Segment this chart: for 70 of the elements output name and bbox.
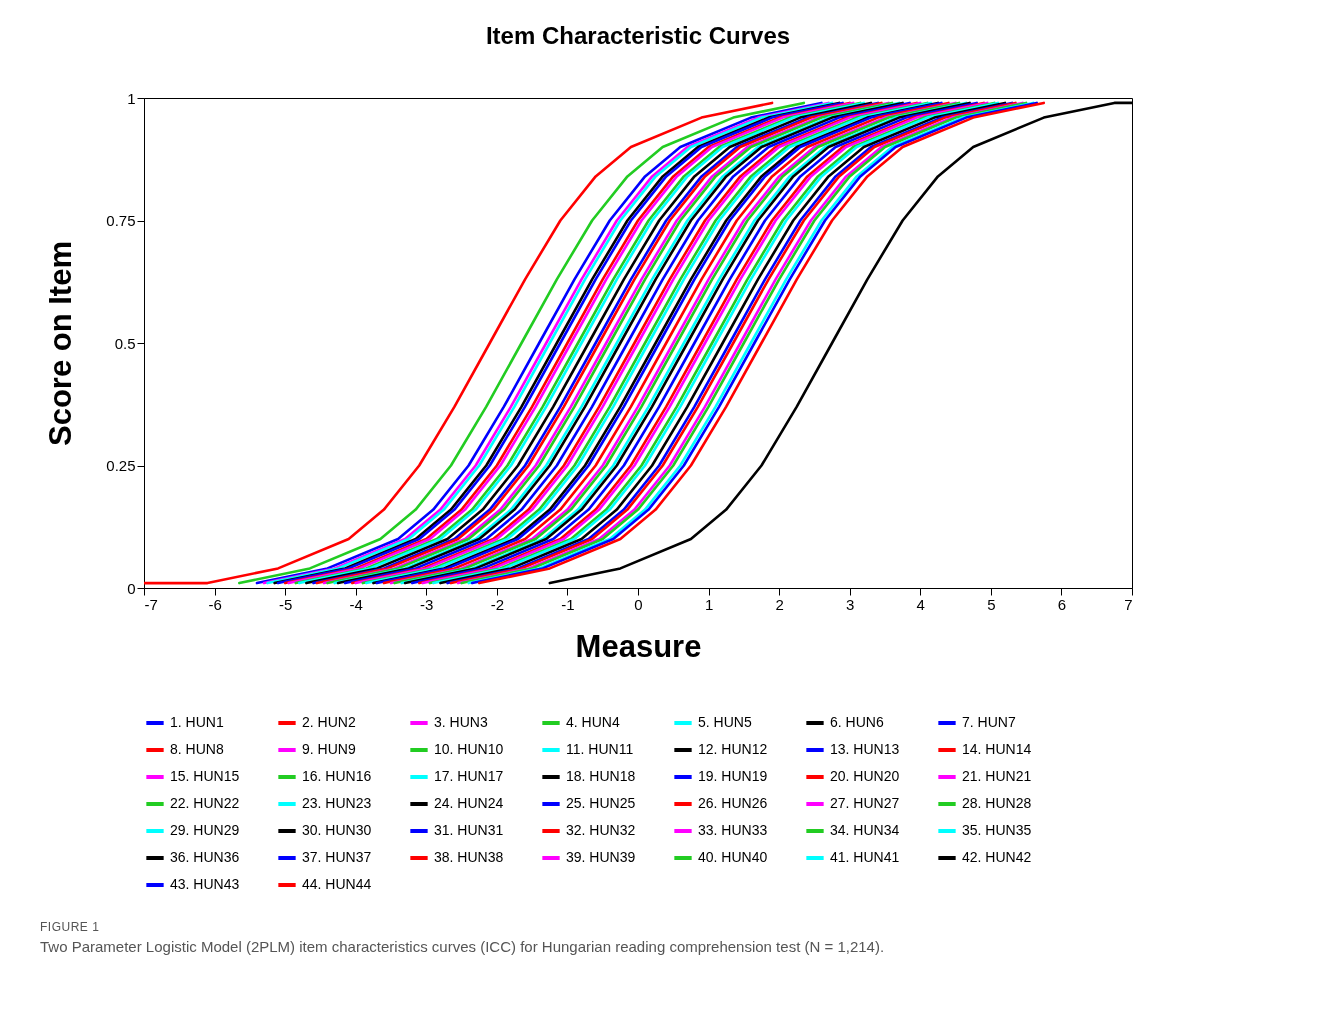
legend-label: 29. HUN29 [170,822,240,838]
legend-label: 19. HUN19 [698,768,768,784]
legend-label: 26. HUN26 [698,795,768,811]
y-axis-title: Score on Item [43,241,79,446]
legend-label: 44. HUN44 [302,876,372,892]
x-axis-title: Measure [575,628,702,664]
legend-label: 23. HUN23 [302,795,372,811]
line-series [144,101,774,585]
legend-label: 15. HUN15 [170,768,240,784]
x-tick-label: -5 [278,595,293,613]
legend-label: 38. HUN38 [434,849,504,865]
y-tick-label: 0 [127,579,136,597]
legend-label: 18. HUN18 [566,768,636,784]
x-tick-label: 2 [775,595,784,613]
legend-label: 7. HUN7 [962,714,1016,730]
legend-label: 36. HUN36 [170,849,240,865]
legend-label: 20. HUN20 [830,768,900,784]
legend-label: 1. HUN1 [170,714,224,730]
legend-label: 8. HUN8 [170,741,224,757]
legend-label: 12. HUN12 [698,741,768,757]
y-tick-label: 0.5 [114,334,136,352]
legend-label: 33. HUN33 [698,822,768,838]
legend-label: 32. HUN32 [566,822,636,838]
x-tick-label: 4 [916,595,925,613]
legend-label: 5. HUN5 [698,714,752,730]
legend-label: 43. HUN43 [170,876,240,892]
legend-label: 3. HUN3 [434,714,488,730]
legend-label: 6. HUN6 [830,714,884,730]
y-tick-label: 1 [127,89,136,107]
x-tick-label: 7 [1124,595,1133,613]
legend-label: 17. HUN17 [434,768,504,784]
legend-label: 30. HUN30 [302,822,372,838]
legend-label: 9. HUN9 [302,741,356,757]
legend-label: 21. HUN21 [962,768,1032,784]
legend-label: 42. HUN42 [962,849,1032,865]
legend-label: 41. HUN41 [830,849,900,865]
legend-label: 24. HUN24 [434,795,504,811]
legend-label: 10. HUN10 [434,741,504,757]
legend-label: 11. HUN11 [566,741,634,757]
y-tick-label: 0.25 [106,457,136,474]
x-tick-label: 5 [987,595,996,613]
legend-label: 16. HUN16 [302,768,372,784]
x-tick-label: -4 [349,595,363,613]
legend-label: 25. HUN25 [566,795,636,811]
x-tick-label: 0 [634,595,643,613]
x-tick-label: -3 [420,595,434,613]
legend-label: 39. HUN39 [566,849,636,865]
x-tick-label: -2 [490,595,505,613]
legend-label: 14. HUN14 [962,741,1032,757]
x-tick-label: 3 [846,595,855,613]
legend-label: 37. HUN37 [302,849,372,865]
x-tick-label: -1 [561,595,575,613]
y-tick-label: 0.75 [106,212,136,229]
legend-label: 4. HUN4 [566,714,620,730]
legend-label: 28. HUN28 [962,795,1032,811]
legend-label: 27. HUN27 [830,795,900,811]
caption: FIGURE 1 [40,920,101,934]
x-tick-label: 6 [1057,595,1067,613]
legend-label: 13. HUN13 [830,741,900,757]
x-tick-label: -6 [208,595,222,613]
text: Two Parameter Logistic Model (2PLM) item characteristics curves (ICC) for Hungarian reading comprehension test (N = 1,214). [40,938,886,955]
legend-label: 22. HUN22 [170,795,240,811]
chart-title: Item Characteristic Curves [485,22,791,49]
x-tick-label: 1 [704,595,714,613]
legend-label: 2. HUN2 [302,714,356,730]
legend-label: 40. HUN40 [698,849,768,865]
legend-label: 34. HUN34 [830,822,900,838]
x-tick-label: -7 [144,595,158,613]
legend-label: 35. HUN35 [962,822,1032,838]
legend-label: 31. HUN31 [434,822,504,838]
